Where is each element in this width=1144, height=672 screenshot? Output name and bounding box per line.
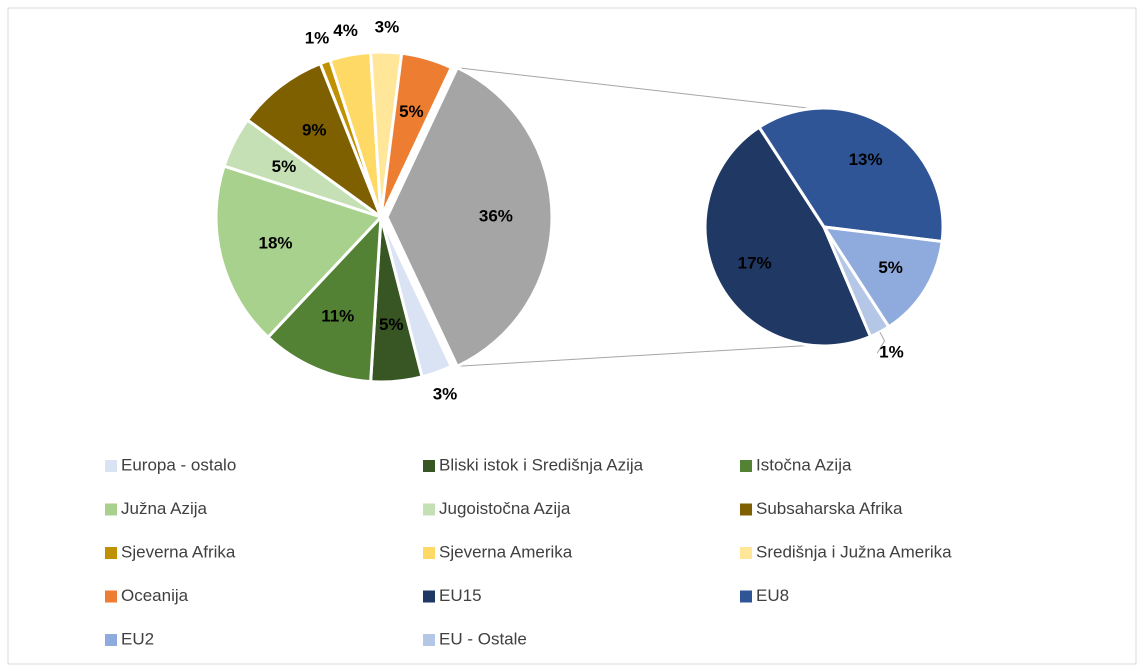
pie-slice	[385, 65, 554, 369]
legend-swatch	[105, 634, 117, 646]
legend-label: EU8	[756, 586, 789, 605]
legend-swatch	[423, 460, 435, 472]
legend-swatch	[740, 460, 752, 472]
data-label: 5%	[878, 258, 903, 277]
legend-label: Oceanija	[121, 586, 189, 605]
leader-line	[876, 331, 886, 354]
legend-label: Sjeverna Afrika	[121, 542, 236, 561]
legend-label: EU - Ostale	[439, 629, 527, 648]
legend-swatch	[740, 503, 752, 516]
pie-slice	[757, 106, 945, 244]
legend-label: Europa - ostalo	[121, 455, 236, 474]
data-label: 5%	[399, 102, 424, 121]
data-label: 5%	[272, 157, 297, 176]
legend-label: Središnja i Južna Amerika	[756, 542, 952, 561]
pie-slice	[820, 225, 944, 329]
legend-swatch	[105, 460, 117, 472]
legend-swatch	[740, 590, 752, 603]
legend-swatch	[740, 547, 752, 559]
legend-label: Južna Azija	[121, 499, 208, 518]
pie-slice	[265, 212, 383, 384]
legend-label: Jugoistočna Azija	[439, 499, 571, 518]
legend-label: Subsaharska Afrika	[756, 499, 903, 518]
data-label: 17%	[738, 253, 772, 272]
legend-swatch	[423, 503, 435, 516]
pie-slice	[214, 164, 384, 340]
legend-swatch	[105, 590, 117, 603]
data-label: 9%	[302, 120, 327, 139]
data-label: 13%	[849, 150, 883, 169]
data-label: 1%	[305, 29, 330, 48]
legend-label: EU2	[121, 629, 154, 648]
legend-label: Istočna Azija	[756, 455, 852, 474]
legend-swatch	[423, 547, 435, 559]
legend-swatch	[105, 547, 117, 559]
data-label: 4%	[333, 21, 358, 40]
data-label: 5%	[379, 315, 404, 334]
data-label: 11%	[321, 306, 354, 325]
legend-label: EU15	[439, 586, 482, 605]
data-label: 3%	[433, 384, 458, 403]
legend-swatch	[423, 634, 435, 646]
legend-swatch	[423, 590, 435, 603]
connector-line	[457, 344, 817, 367]
connector-line	[457, 67, 817, 110]
legend-swatch	[105, 503, 117, 516]
data-label: 36%	[479, 206, 513, 225]
data-label: 18%	[259, 234, 293, 253]
data-label: 3%	[375, 18, 400, 37]
legend-label: Sjeverna Amerika	[439, 542, 573, 561]
pie-slice	[379, 51, 454, 218]
legend-label: Bliski istok i Središnja Azija	[439, 455, 644, 474]
chart-border	[7, 7, 1137, 665]
data-label: 1%	[879, 343, 904, 362]
pie-slice	[703, 125, 873, 348]
pie-slice	[245, 61, 385, 222]
